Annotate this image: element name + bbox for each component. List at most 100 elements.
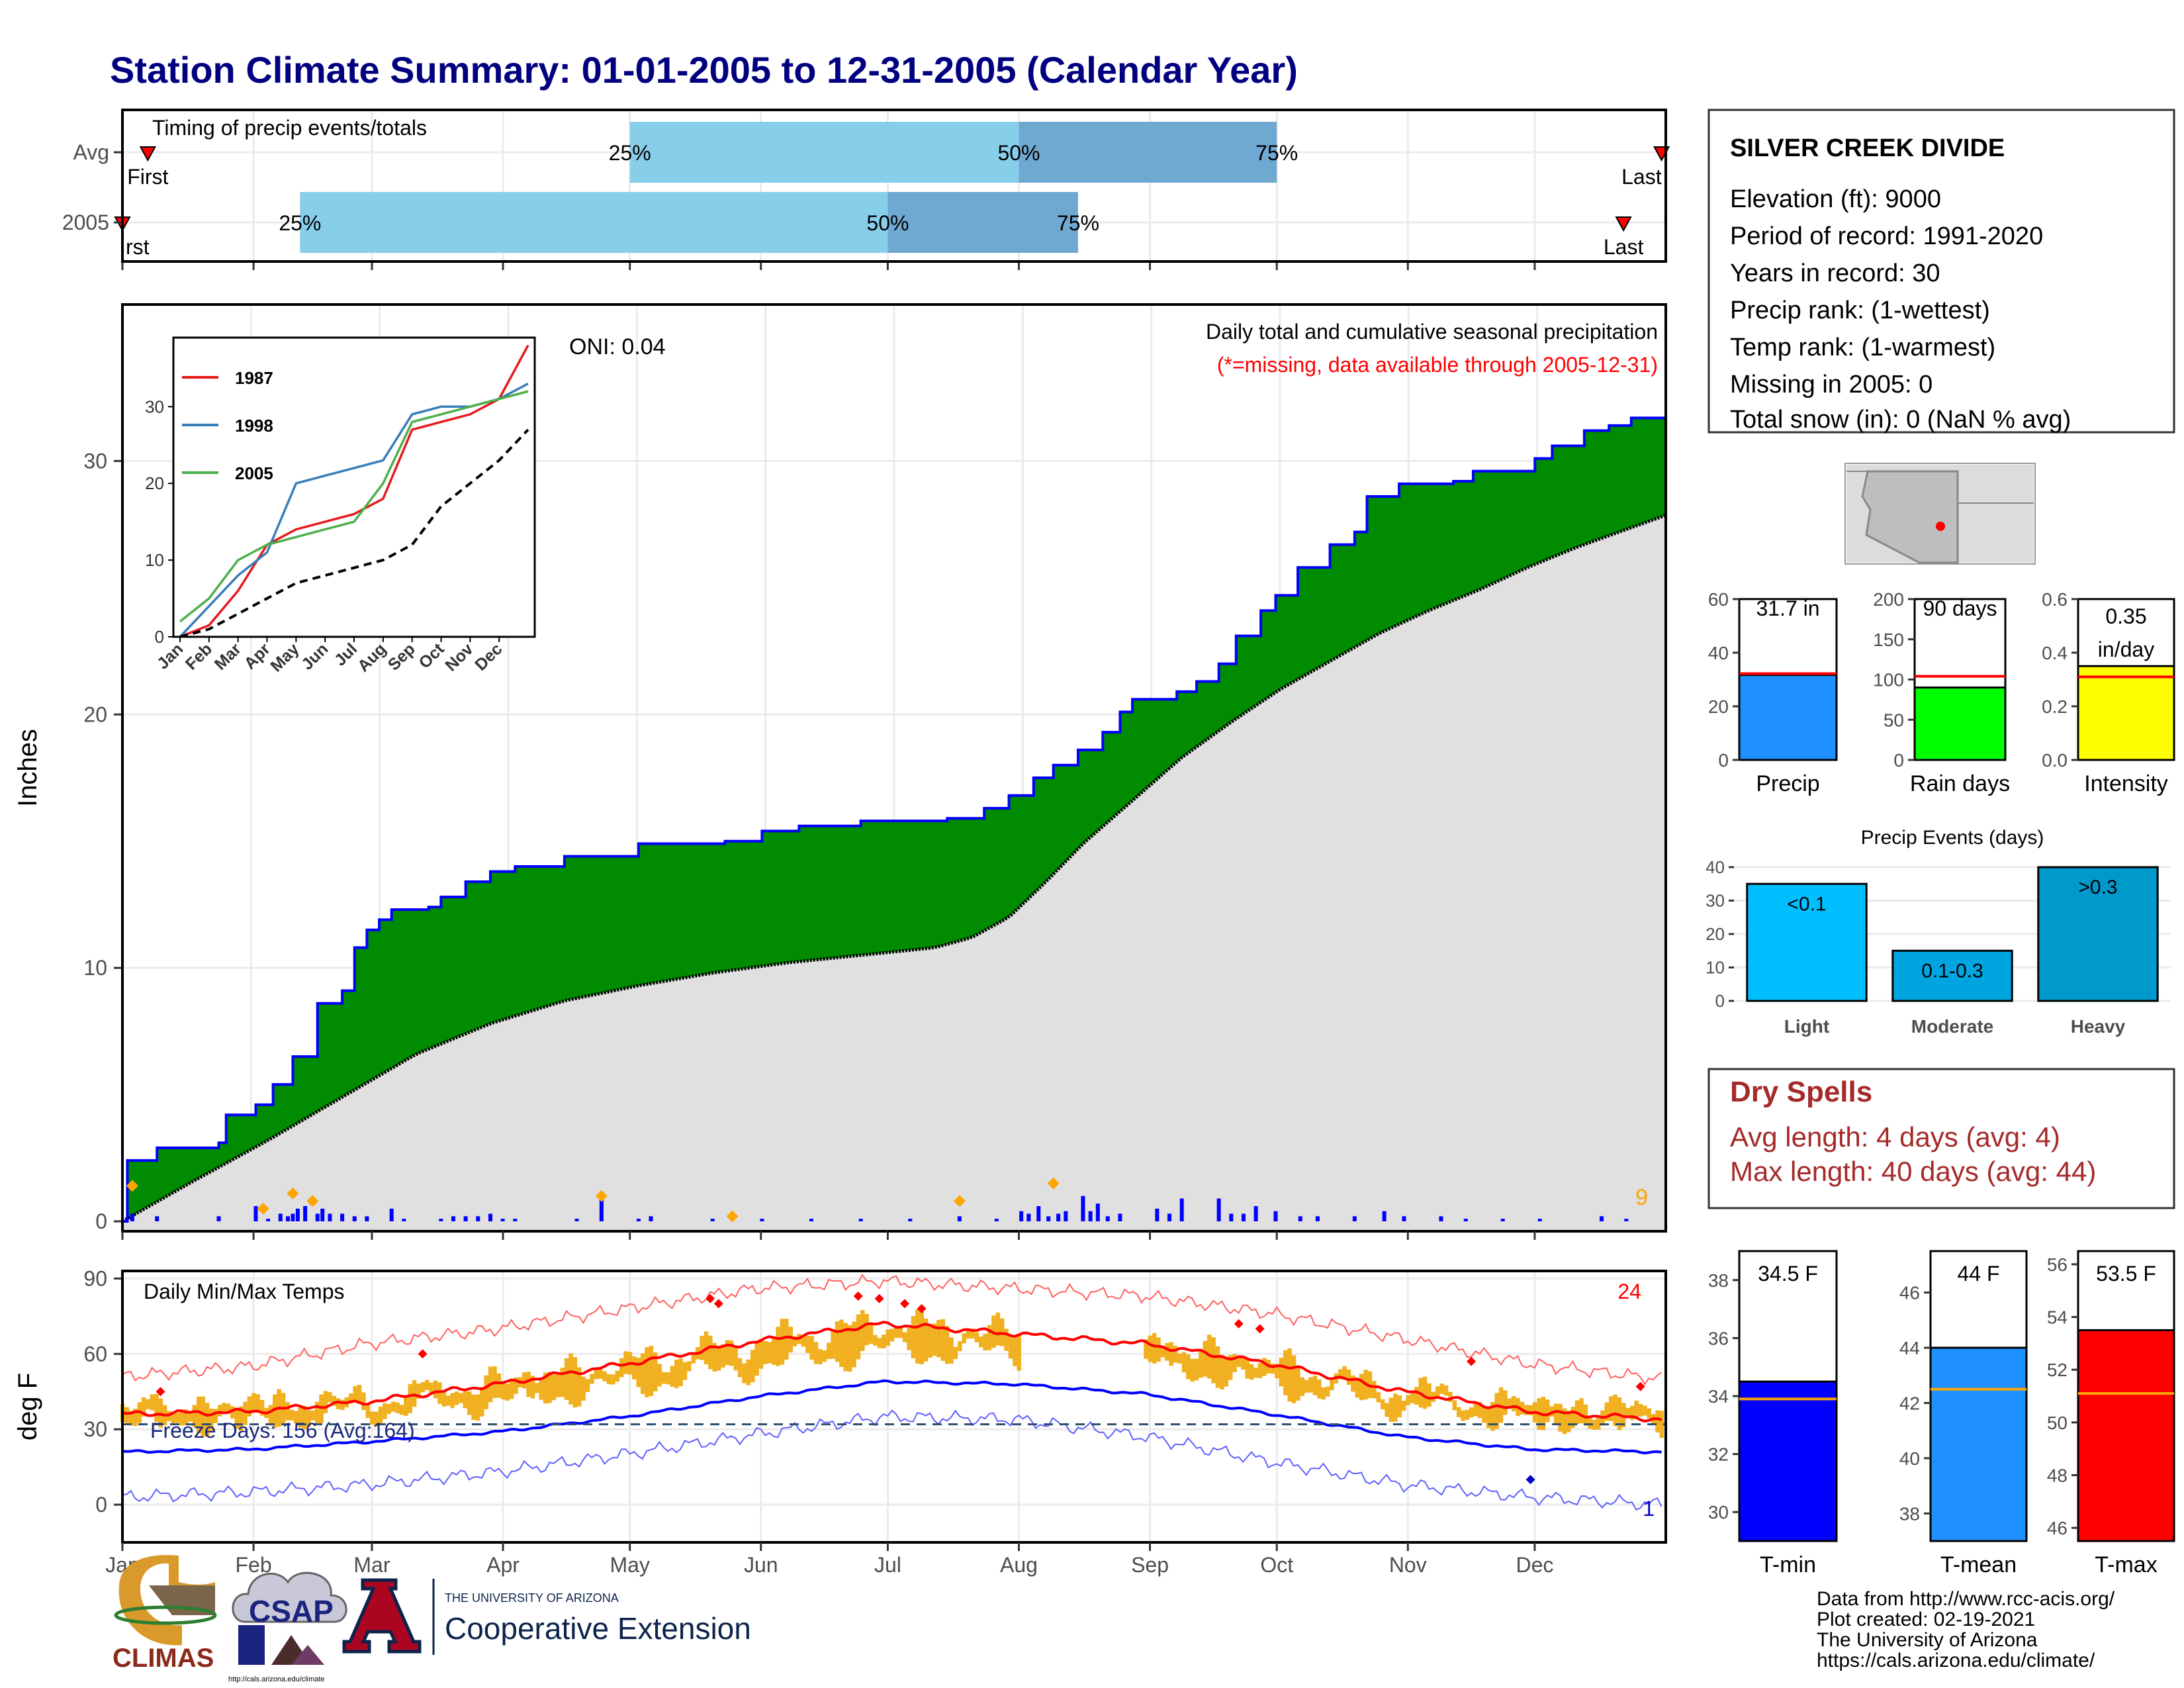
daily-precip-bar — [1241, 1213, 1246, 1221]
daily-temp-range-bar — [889, 1329, 895, 1342]
daily-temp-range-bar — [1541, 1396, 1546, 1430]
daily-temp-range-bar — [1545, 1399, 1550, 1423]
station-line: Total snow (in): 0 (NaN % avg) — [1730, 406, 2071, 434]
daily-precip-bar — [1315, 1216, 1320, 1221]
daily-precip-bar — [1064, 1211, 1068, 1221]
daily-temp-range-bar — [636, 1358, 641, 1387]
daily-temp-range-bar — [475, 1394, 480, 1421]
daily-temp-range-bar — [535, 1383, 539, 1393]
daily-temp-range-bar — [514, 1377, 518, 1394]
daily-temp-range-bar — [484, 1375, 488, 1409]
inset-legend-label: 2005 — [235, 463, 273, 483]
daily-precip-bar — [328, 1213, 332, 1221]
gauge-bar — [2077, 665, 2175, 761]
daily-temp-range-bar — [598, 1368, 603, 1379]
daily-precip-bar — [809, 1219, 814, 1221]
daily-precip-bar — [291, 1213, 295, 1221]
record-high-marker — [156, 1387, 165, 1397]
daily-temp-range-bar — [526, 1372, 531, 1397]
temp-gauge-ytick-label: 46 — [2047, 1518, 2068, 1538]
first-event-label: rst — [126, 235, 150, 259]
daily-precip-bar — [389, 1208, 394, 1221]
timing-q25-label: 25% — [609, 141, 651, 165]
station-line: Years in record: 30 — [1730, 259, 1940, 287]
daily-temp-range-bar — [340, 1399, 345, 1410]
daily-temp-range-bar — [349, 1393, 353, 1404]
daily-temp-range-bar — [1520, 1401, 1525, 1415]
daily-precip-bar — [253, 1206, 258, 1221]
daily-temp-range-bar — [758, 1338, 764, 1369]
daily-temp-range-bar — [1443, 1385, 1449, 1396]
daily-temp-range-bar — [1567, 1410, 1571, 1432]
daily-temp-range-bar — [831, 1331, 835, 1359]
daily-temp-range-bar — [700, 1335, 704, 1360]
first-event-label: First — [127, 165, 168, 189]
daily-temp-range-bar — [949, 1337, 954, 1364]
daily-precip-bar — [1402, 1216, 1406, 1221]
daily-temp-range-bar — [1596, 1417, 1601, 1430]
dry-spells-avg: Avg length: 4 days (avg: 4) — [1730, 1121, 2060, 1152]
daily-temp-range-bar — [1199, 1351, 1203, 1378]
daily-temp-range-bar — [463, 1391, 468, 1409]
daily-temp-range-bar — [1296, 1367, 1300, 1401]
record-high-marker — [1234, 1319, 1244, 1329]
temp-gauge-ytick-label: 54 — [2047, 1307, 2068, 1328]
daily-temp-range-bar — [1528, 1405, 1533, 1415]
daily-temp-range-bar — [1629, 1405, 1635, 1421]
daily-temp-range-bar — [1473, 1401, 1478, 1417]
daily-temp-range-bar — [1482, 1405, 1486, 1423]
daily-temp-range-bar — [365, 1403, 371, 1419]
daily-precip-bar — [320, 1208, 325, 1221]
daily-temp-range-bar — [209, 1408, 214, 1431]
daily-temp-range-bar — [395, 1402, 400, 1413]
daily-temp-range-bar — [632, 1356, 637, 1380]
daily-temp-range-bar — [822, 1350, 827, 1362]
daily-temp-range-bar — [1376, 1392, 1381, 1403]
daily-temp-range-bar — [978, 1336, 983, 1348]
daily-precip-bar — [957, 1216, 962, 1221]
temp-gauge-value-label: 34.5 F — [1758, 1262, 1818, 1286]
record-high-marker — [874, 1293, 884, 1303]
daily-temp-range-bar — [501, 1381, 506, 1400]
gauge-value-label: 90 days — [1923, 596, 1997, 620]
avg-cumulative-area — [122, 515, 1666, 1231]
daily-temp-range-bar — [1211, 1337, 1216, 1383]
daily-precip-bar — [303, 1206, 308, 1221]
ua-small-text: THE UNIVERSITY OF ARIZONA — [445, 1591, 619, 1605]
cumulative-2005-surplus-area — [122, 418, 1666, 1222]
missing-data-marker — [306, 1195, 319, 1207]
temp-gauge-ytick-label: 30 — [1708, 1502, 1729, 1523]
daily-precip-bar — [760, 1219, 764, 1221]
daily-temp-range-bar — [1511, 1396, 1516, 1411]
daily-temp-range-bar — [383, 1403, 387, 1419]
record-min-count: 1 — [1643, 1497, 1655, 1521]
gauge-ytick-label: 40 — [1708, 643, 1729, 663]
gauge-ytick-label: 0.2 — [2042, 696, 2068, 717]
daily-precip-bar — [1019, 1211, 1024, 1221]
timing-row-label: 2005 — [62, 211, 109, 234]
daily-temp-range-bar — [784, 1319, 789, 1360]
month-xtick-label: May — [610, 1553, 649, 1577]
daily-temp-range-bar — [141, 1397, 146, 1417]
daily-temp-range-bar — [1583, 1404, 1588, 1426]
daily-temp-range-bar — [259, 1399, 265, 1416]
timing-bar-lower — [629, 122, 1019, 183]
record-high-marker — [917, 1303, 927, 1313]
daily-temp-range-bar — [907, 1327, 911, 1350]
timing-panel: 25% 50% 75% First Last Avg 25% 50% 75% rst Last 200… — [62, 109, 1670, 270]
daily-precip-bar — [1253, 1206, 1258, 1221]
daily-precip-bar — [1056, 1213, 1061, 1221]
daily-precip-bar — [285, 1216, 290, 1221]
missing-data-marker — [726, 1210, 739, 1223]
gauge-ytick-label: 100 — [1873, 670, 1904, 690]
daily-temp-range-bar — [1558, 1403, 1563, 1432]
temp-gauge-bar — [2077, 1329, 2175, 1542]
daily-temp-range-bar — [962, 1333, 966, 1344]
daily-precip-bar — [365, 1216, 369, 1221]
daily-temp-range-bar — [238, 1406, 244, 1431]
daily-temp-range-bar — [1236, 1356, 1242, 1367]
daily-temp-range-bar — [133, 1408, 138, 1427]
timing-bar-upper — [887, 192, 1078, 253]
temp-gauge-ytick-label: 32 — [1708, 1444, 1729, 1465]
daily-temp-range-bar — [302, 1405, 307, 1430]
